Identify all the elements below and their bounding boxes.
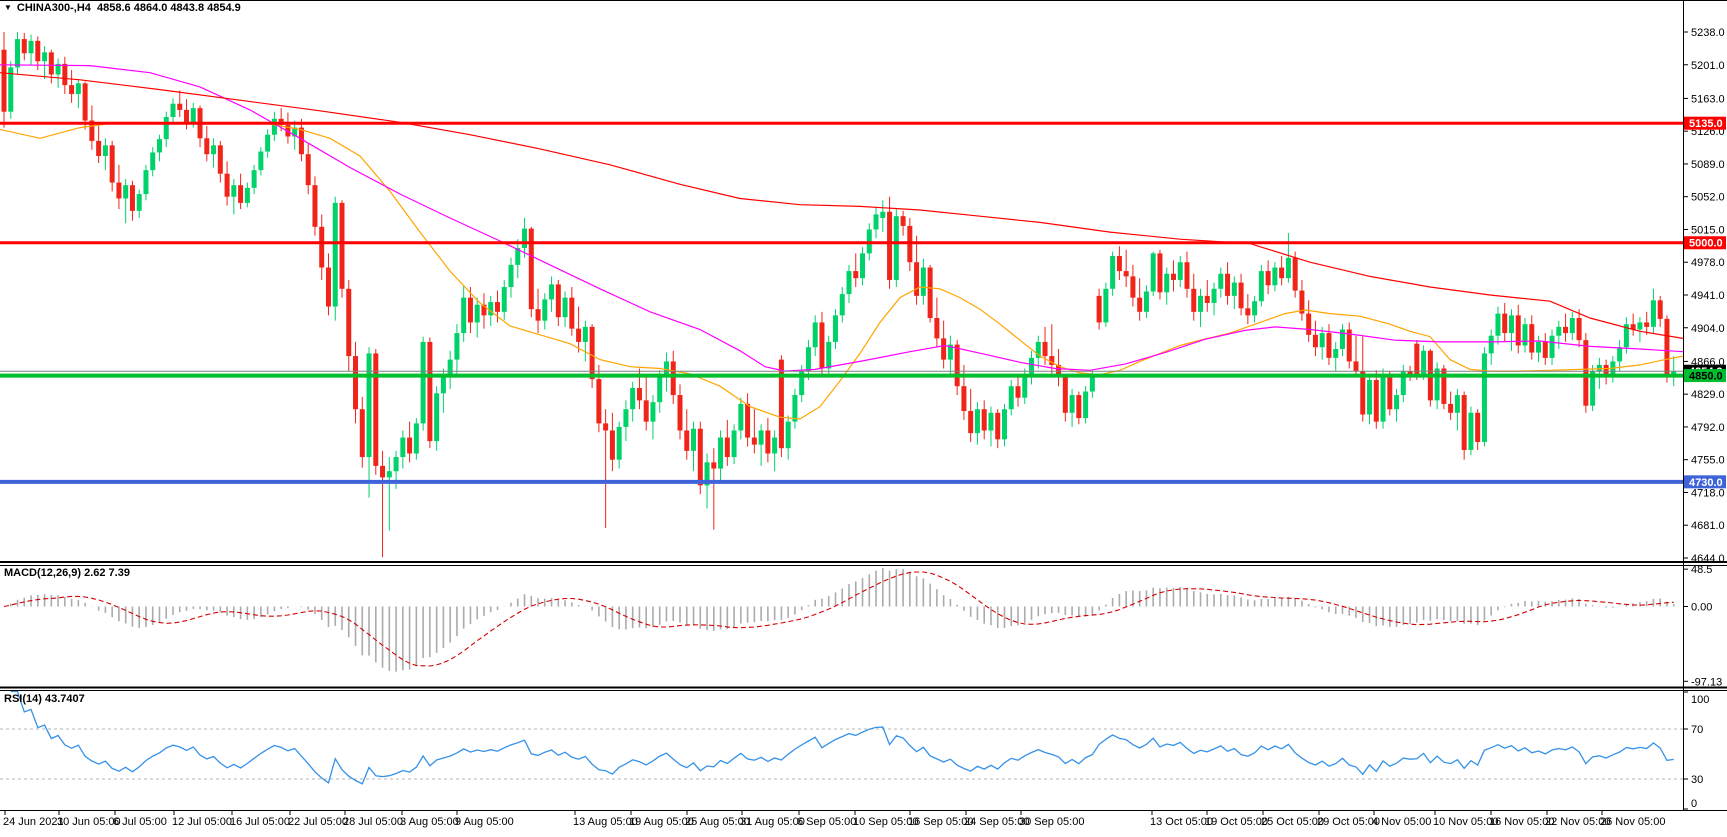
svg-text:5089.0: 5089.0: [1691, 159, 1725, 171]
svg-text:13 Oct 05:00: 13 Oct 05:00: [1150, 816, 1213, 828]
svg-text:4829.0: 4829.0: [1691, 389, 1725, 401]
pane-borders: [0, 0, 1727, 811]
svg-text:5201.0: 5201.0: [1691, 60, 1725, 72]
svg-text:4 Nov 05:00: 4 Nov 05:00: [1372, 816, 1431, 828]
svg-text:0.00: 0.00: [1691, 602, 1712, 614]
svg-text:6 Sep 05:00: 6 Sep 05:00: [797, 816, 856, 828]
svg-text:22 Nov 05:00: 22 Nov 05:00: [1545, 816, 1610, 828]
svg-text:5135.0: 5135.0: [1689, 118, 1723, 130]
rsi-pane[interactable]: [0, 690, 1683, 785]
svg-text:5015.0: 5015.0: [1691, 224, 1725, 236]
svg-text:4792.0: 4792.0: [1691, 422, 1725, 434]
svg-text:16 Nov 05:00: 16 Nov 05:00: [1489, 816, 1554, 828]
svg-text:48.5: 48.5: [1691, 564, 1712, 576]
svg-text:28 Jul 05:00: 28 Jul 05:00: [343, 816, 403, 828]
svg-text:9 Aug 05:00: 9 Aug 05:00: [455, 816, 514, 828]
symbol-period-label: CHINA300-,H4: [16, 2, 91, 14]
svg-text:4978.0: 4978.0: [1691, 257, 1725, 269]
svg-text:13 Aug 05:00: 13 Aug 05:00: [573, 816, 638, 828]
svg-text:4718.0: 4718.0: [1691, 487, 1725, 499]
rsi-line: [10, 690, 1674, 785]
svg-text:22 Jul 05:00: 22 Jul 05:00: [288, 816, 348, 828]
rsi-indicator-label: RSI(14) 43.7407: [4, 693, 85, 705]
ohlc-values: 4858.6 4864.0 4843.8 4854.9: [97, 2, 241, 14]
svg-text:4681.0: 4681.0: [1691, 520, 1725, 532]
macd-pane[interactable]: [3, 568, 1675, 672]
ma-mid-magenta: [0, 64, 1684, 372]
svg-text:4850.0: 4850.0: [1689, 371, 1723, 383]
svg-text:16 Sep 05:00: 16 Sep 05:00: [908, 816, 973, 828]
svg-text:4644.0: 4644.0: [1691, 553, 1725, 565]
svg-text:4941.0: 4941.0: [1691, 290, 1725, 302]
svg-text:30 Sep 05:00: 30 Sep 05:00: [1019, 816, 1084, 828]
svg-text:25 Oct 05:00: 25 Oct 05:00: [1261, 816, 1324, 828]
svg-text:6 Jul 05:00: 6 Jul 05:00: [113, 816, 167, 828]
svg-text:10 Nov 05:00: 10 Nov 05:00: [1433, 816, 1498, 828]
symbol-info[interactable]: ▼ CHINA300-,H4 4858.6 4864.0 4843.8 4854.…: [4, 2, 241, 14]
chevron-down-icon[interactable]: ▼: [4, 3, 12, 12]
svg-text:12 Jul 05:00: 12 Jul 05:00: [172, 816, 232, 828]
price-axis[interactable]: 5238.05201.05163.05126.05089.05052.05015…: [1683, 27, 1725, 810]
svg-text:30 Jun 05:00: 30 Jun 05:00: [57, 816, 121, 828]
svg-text:-97.13: -97.13: [1691, 676, 1722, 688]
svg-text:5000.0: 5000.0: [1689, 238, 1723, 250]
svg-text:70: 70: [1691, 724, 1703, 736]
ma-slow-red: [0, 72, 1684, 339]
svg-text:16 Jul 05:00: 16 Jul 05:00: [230, 816, 290, 828]
svg-text:4755.0: 4755.0: [1691, 455, 1725, 467]
svg-text:5163.0: 5163.0: [1691, 93, 1725, 105]
svg-text:30: 30: [1691, 774, 1703, 786]
svg-text:5052.0: 5052.0: [1691, 192, 1725, 204]
svg-text:25 Aug 05:00: 25 Aug 05:00: [685, 816, 750, 828]
moving-averages: [0, 64, 1684, 420]
svg-text:10 Sep 05:00: 10 Sep 05:00: [853, 816, 918, 828]
svg-text:19 Aug 05:00: 19 Aug 05:00: [629, 816, 694, 828]
svg-text:100: 100: [1691, 694, 1709, 706]
horizontal-levels[interactable]: [0, 121, 1683, 484]
svg-text:4730.0: 4730.0: [1689, 477, 1723, 489]
ma-fast-orange: [0, 121, 1684, 420]
svg-text:26 Nov 05:00: 26 Nov 05:00: [1600, 816, 1665, 828]
svg-text:3 Aug 05:00: 3 Aug 05:00: [400, 816, 459, 828]
svg-text:24 Sep 05:00: 24 Sep 05:00: [964, 816, 1029, 828]
svg-text:4904.0: 4904.0: [1691, 323, 1725, 335]
candlestick-pane[interactable]: [1, 32, 1677, 558]
svg-text:5238.0: 5238.0: [1691, 27, 1725, 39]
svg-text:31 Aug 05:00: 31 Aug 05:00: [740, 816, 805, 828]
svg-text:0: 0: [1691, 798, 1697, 810]
svg-text:19 Oct 05:00: 19 Oct 05:00: [1205, 816, 1268, 828]
macd-indicator-label: MACD(12,26,9) 2.62 7.39: [4, 567, 130, 579]
svg-text:29 Oct 05:00: 29 Oct 05:00: [1317, 816, 1380, 828]
svg-text:24 Jun 2021: 24 Jun 2021: [3, 816, 64, 828]
